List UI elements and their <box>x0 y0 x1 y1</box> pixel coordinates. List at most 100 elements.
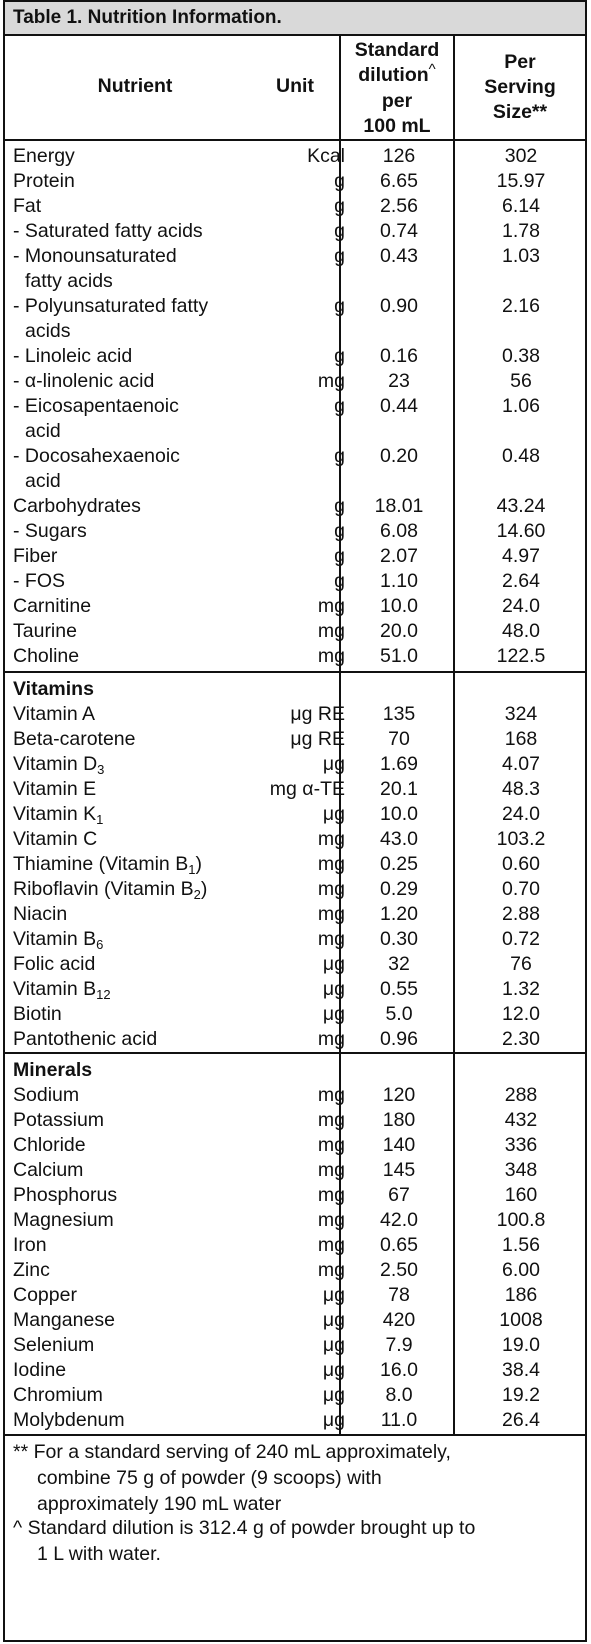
nutrient-name: Vitamin B12 <box>13 976 111 1004</box>
unit-cell: mg <box>317 1028 345 1050</box>
standard-dilution-value: 5.0 <box>385 1003 413 1025</box>
footnote-serving-line1: ** For a standard serving of 240 mL appr… <box>13 1441 451 1463</box>
nutrient-name-text: - Eicosapentaenoic <box>13 395 179 417</box>
per-serving-value: 1008 <box>499 1309 543 1331</box>
standard-dilution-value: 1.69 <box>380 753 418 775</box>
nutrient-name-text: Potassium <box>13 1109 105 1131</box>
standard-dilution-value: 180 <box>382 1109 416 1131</box>
per-serving-value: 0.72 <box>502 928 540 950</box>
nutrient-name-text: Fiber <box>13 545 58 567</box>
nutrient-name-text: Sodium <box>13 1084 80 1106</box>
table-row-continuation: acid <box>5 418 585 444</box>
nutrient-name-continuation: acid <box>25 420 61 442</box>
unit-cell: g <box>334 495 345 517</box>
nutrient-name: Sodium <box>13 1082 79 1108</box>
per-serving-value: 24.0 <box>502 803 540 825</box>
standard-dilution-value: 120 <box>382 1084 416 1106</box>
table-title: Table 1. Nutrition Information. <box>5 2 585 36</box>
nutrient-name-text: Beta-carotene <box>13 728 136 750</box>
header-std-dilution: dilution <box>358 64 429 86</box>
standard-dilution-value: 18.01 <box>374 495 424 517</box>
nutrient-name-text: Vitamin B <box>13 978 97 1000</box>
nutrient-name: Vitamin E <box>13 776 96 802</box>
nutrient-name-text: Fat <box>13 195 42 217</box>
unit-cell: g <box>334 345 345 367</box>
table-row: Manganese μg 420 1008 <box>5 1307 585 1333</box>
table-row: Beta-carotene μg RE 70 168 <box>5 726 585 752</box>
unit-cell: μg <box>322 978 345 1000</box>
unit-cell: μg <box>322 1003 345 1025</box>
unit-cell: mg <box>317 1234 345 1256</box>
standard-dilution-value: 7.9 <box>385 1334 413 1356</box>
table-row: - Polyunsaturated fatty g 0.90 2.16 <box>5 293 585 319</box>
table-row: - Eicosapentaenoic g 0.44 1.06 <box>5 393 585 419</box>
standard-dilution-value: 2.50 <box>380 1259 418 1281</box>
table-row: Zinc mg 2.50 6.00 <box>5 1257 585 1283</box>
standard-dilution-value: 6.08 <box>380 520 418 542</box>
per-serving-value: 48.3 <box>502 778 540 800</box>
nutrient-name: Beta-carotene <box>13 726 136 752</box>
per-serving-value: 6.00 <box>502 1259 540 1281</box>
nutrient-name-text: Magnesium <box>13 1209 114 1231</box>
table-row: Niacin mg 1.20 2.88 <box>5 901 585 927</box>
nutrient-name-text: Zinc <box>13 1259 50 1281</box>
nutrient-name-text: - Linoleic acid <box>13 345 133 367</box>
nutrient-subscript: 1 <box>188 862 196 877</box>
nutrient-name: Fiber <box>13 543 57 569</box>
footnote-serving: ** For a standard serving of 240 mL appr… <box>13 1439 578 1517</box>
nutrient-name-text: Calcium <box>13 1159 84 1181</box>
nutrient-name-text: Biotin <box>13 1003 62 1025</box>
per-serving-value: 6.14 <box>502 195 540 217</box>
unit-cell: μg <box>322 1359 345 1381</box>
nutrient-subscript: 12 <box>96 987 111 1002</box>
standard-dilution-value: 32 <box>388 953 410 975</box>
table-row: - Sugars g 6.08 14.60 <box>5 518 585 544</box>
per-serving-value: 324 <box>504 703 538 725</box>
per-serving-value: 1.78 <box>502 220 540 242</box>
nutrient-name: - Sugars <box>13 518 87 544</box>
table-row: Potassium mg 180 432 <box>5 1107 585 1133</box>
nutrient-name-text: Protein <box>13 170 75 192</box>
nutrient-name: Vitamin C <box>13 826 97 852</box>
nutrient-name-text: Vitamin B <box>13 928 97 950</box>
standard-dilution-value: 0.25 <box>380 853 418 875</box>
nutrient-name-text: Energy <box>13 145 75 167</box>
header-unit: Unit <box>276 75 314 97</box>
table-row: Vitamin E mg α-TE 20.1 48.3 <box>5 776 585 802</box>
header-standard-dilution: Standard dilution^ per 100 mL <box>341 38 453 139</box>
unit-cell: μg <box>322 1284 345 1306</box>
nutrient-name: Niacin <box>13 901 67 927</box>
footnote-divider <box>5 1434 585 1436</box>
nutrient-name: - Linoleic acid <box>13 343 132 369</box>
nutrient-name: Manganese <box>13 1307 115 1333</box>
table-row-continuation: acids <box>5 318 585 344</box>
unit-cell: mg <box>317 853 345 875</box>
per-serving-value: 2.16 <box>502 295 540 317</box>
standard-dilution-value: 42.0 <box>380 1209 418 1231</box>
standard-dilution-value: 1.10 <box>380 570 418 592</box>
table-row: Iron mg 0.65 1.56 <box>5 1232 585 1258</box>
nutrient-name: - α-linolenic acid <box>13 368 154 394</box>
standard-dilution-value: 0.43 <box>380 245 418 267</box>
unit-cell: mg <box>317 1209 345 1231</box>
per-serving-value: 348 <box>504 1159 538 1181</box>
unit-cell: mg <box>317 878 345 900</box>
header-per-serving: Per Serving Size** <box>455 50 585 125</box>
nutrient-name-text: Chloride <box>13 1134 86 1156</box>
nutrient-name-continuation: acids <box>25 320 71 342</box>
table-row: Molybdenum μg 11.0 26.4 <box>5 1407 585 1433</box>
table-row: Carnitine mg 10.0 24.0 <box>5 593 585 619</box>
table-row: Vitamin B12 μg 0.55 1.32 <box>5 976 585 1002</box>
nutrient-name: Vitamin A <box>13 701 95 727</box>
per-serving-value: 1.32 <box>502 978 540 1000</box>
table-row: Biotin μg 5.0 12.0 <box>5 1001 585 1027</box>
unit-cell: mg α-TE <box>269 778 345 800</box>
table-row: Carbohydrates g 18.01 43.24 <box>5 493 585 519</box>
table-row: Vitamin C mg 43.0 103.2 <box>5 826 585 852</box>
per-serving-value: 0.70 <box>502 878 540 900</box>
nutrient-name: Carnitine <box>13 593 91 619</box>
table-row: Taurine mg 20.0 48.0 <box>5 618 585 644</box>
table-row: Phosphorus mg 67 160 <box>5 1182 585 1208</box>
standard-dilution-value: 51.0 <box>380 645 418 667</box>
nutrient-name: Biotin <box>13 1001 62 1027</box>
